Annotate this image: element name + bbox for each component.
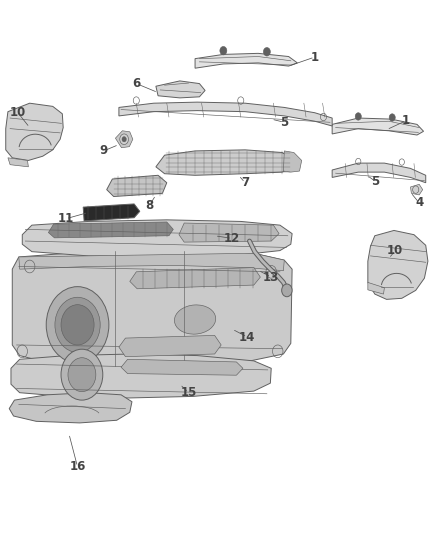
Circle shape bbox=[61, 349, 103, 400]
Polygon shape bbox=[8, 158, 28, 167]
Polygon shape bbox=[332, 118, 424, 135]
Polygon shape bbox=[332, 163, 426, 183]
Polygon shape bbox=[19, 253, 284, 271]
Text: 1: 1 bbox=[402, 114, 410, 127]
Polygon shape bbox=[179, 223, 279, 242]
Polygon shape bbox=[195, 53, 297, 68]
Text: 10: 10 bbox=[387, 244, 403, 257]
Polygon shape bbox=[368, 282, 385, 294]
Ellipse shape bbox=[174, 305, 216, 334]
Circle shape bbox=[389, 114, 395, 121]
Polygon shape bbox=[410, 184, 423, 195]
Polygon shape bbox=[11, 354, 271, 398]
Polygon shape bbox=[22, 220, 292, 257]
Circle shape bbox=[355, 113, 361, 120]
Polygon shape bbox=[283, 151, 302, 172]
Text: 16: 16 bbox=[69, 461, 86, 473]
Polygon shape bbox=[156, 150, 293, 175]
Polygon shape bbox=[156, 81, 205, 98]
Polygon shape bbox=[119, 335, 221, 357]
Polygon shape bbox=[83, 204, 140, 221]
Polygon shape bbox=[116, 131, 133, 148]
Text: 13: 13 bbox=[263, 271, 279, 284]
Circle shape bbox=[46, 287, 109, 363]
Polygon shape bbox=[9, 393, 132, 423]
Circle shape bbox=[55, 297, 100, 352]
Text: 15: 15 bbox=[180, 386, 197, 399]
Polygon shape bbox=[107, 175, 167, 197]
Text: 4: 4 bbox=[415, 196, 424, 209]
Text: 9: 9 bbox=[99, 144, 108, 157]
Text: 8: 8 bbox=[145, 199, 153, 212]
Text: 14: 14 bbox=[239, 330, 255, 344]
Polygon shape bbox=[6, 103, 63, 160]
Text: 10: 10 bbox=[10, 106, 26, 119]
Text: 11: 11 bbox=[58, 212, 74, 225]
Text: 5: 5 bbox=[371, 175, 380, 188]
Circle shape bbox=[122, 136, 126, 142]
Polygon shape bbox=[12, 251, 292, 366]
Polygon shape bbox=[130, 268, 260, 289]
Text: 1: 1 bbox=[311, 51, 319, 63]
Polygon shape bbox=[368, 230, 428, 300]
Circle shape bbox=[61, 305, 94, 345]
Circle shape bbox=[282, 284, 292, 297]
Circle shape bbox=[120, 134, 128, 144]
Polygon shape bbox=[121, 359, 243, 375]
Text: 6: 6 bbox=[132, 77, 141, 90]
Circle shape bbox=[68, 358, 96, 392]
Circle shape bbox=[263, 47, 270, 56]
Circle shape bbox=[220, 46, 227, 55]
Text: 5: 5 bbox=[280, 116, 288, 129]
Text: 12: 12 bbox=[224, 232, 240, 245]
Polygon shape bbox=[119, 102, 332, 126]
Polygon shape bbox=[48, 222, 173, 238]
Text: 7: 7 bbox=[241, 176, 249, 189]
